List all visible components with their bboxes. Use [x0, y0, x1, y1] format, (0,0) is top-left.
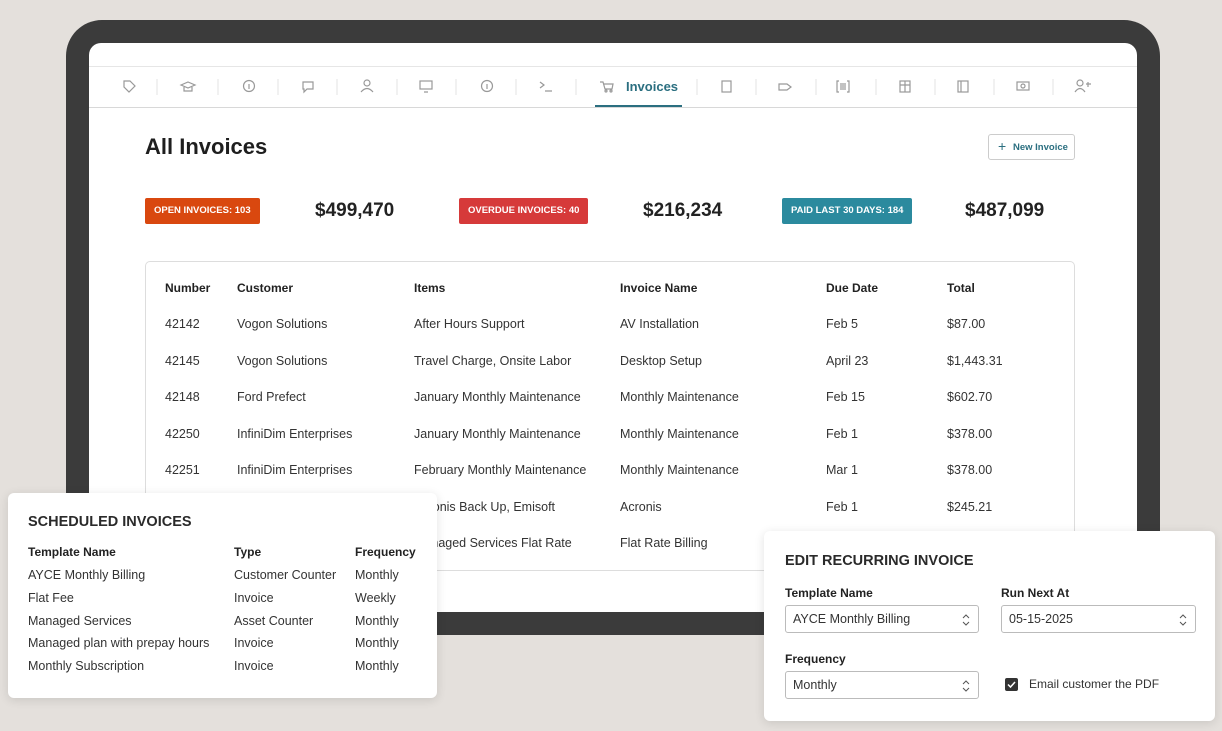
table-cell: Invoice — [234, 636, 274, 651]
chevron — [1179, 614, 1187, 626]
edit-panel: EDIT RECURRING INVOICE Template Name Run… — [764, 531, 1215, 721]
field-label: Frequency — [785, 652, 846, 666]
table-cell: $1,443.31 — [947, 353, 1003, 368]
table-cell: After Hours Support — [414, 317, 525, 331]
table-cell: Managed Services Flat Rate — [414, 536, 572, 550]
column-header: Customer — [237, 281, 294, 295]
table-cell: Customer Counter — [234, 568, 337, 582]
table-cell: Travel Charge, Onsite Labor — [414, 353, 572, 368]
panel-title: EDIT RECURRING INVOICE — [785, 553, 974, 569]
nav-icons — [123, 79, 1091, 107]
chevron — [962, 614, 970, 626]
column-header: Template Name — [28, 545, 116, 559]
table-cell: 42250 — [165, 426, 200, 441]
table-cell: Monthly Maintenance — [620, 463, 739, 477]
table-cell: Vogon Solutions — [237, 317, 328, 331]
table-cell: Feb 15 — [826, 390, 865, 404]
nav-tab-active[interactable]: Invoices — [626, 79, 679, 94]
field-label: Run Next At — [1001, 586, 1070, 600]
checkbox-label[interactable]: Email customer the PDF — [1029, 677, 1160, 691]
nav-bar: Invoices — [89, 66, 1137, 108]
table-cell: Managed plan with prepay hours — [28, 636, 210, 651]
table-cell: Acronis — [620, 499, 662, 514]
table-cell: Feb 5 — [826, 317, 858, 331]
table-cell: Mar 1 — [826, 463, 858, 477]
select-value: Monthly — [793, 678, 837, 692]
checkbox[interactable] — [1005, 678, 1018, 691]
table-cell: January Monthly Maintenance — [414, 390, 581, 404]
column-header: Items — [414, 281, 446, 295]
table-cell: February Monthly Maintenance — [414, 463, 587, 477]
summary-amount: $499,470 — [315, 200, 395, 221]
new-invoice-button[interactable]: + New Invoice — [988, 134, 1075, 160]
table-cell: January Monthly Maintenance — [414, 426, 581, 441]
table-cell: Monthly — [355, 636, 399, 651]
status-badge[interactable]: OPEN INVOICES: 103 — [145, 198, 260, 224]
table-cell: InfiniDim Enterprises — [237, 426, 353, 441]
table-cell: Monthly Subscription — [28, 659, 145, 674]
table-cell: $245.21 — [947, 499, 993, 514]
table-cell: Monthly — [355, 659, 399, 674]
table-cell: InfiniDim Enterprises — [237, 463, 353, 477]
status-badge[interactable]: PAID LAST 30 DAYS: 184 — [782, 198, 913, 224]
table-cell: AYCE Monthly Billing — [28, 568, 146, 582]
summary-amount: $487,099 — [965, 200, 1045, 221]
table-cell: Flat Rate Billing — [620, 536, 708, 550]
table-cell: Ford Prefect — [237, 390, 306, 404]
chevron — [962, 680, 970, 692]
table-cell: Monthly Maintenance — [620, 426, 739, 441]
panel-title: SCHEDULED INVOICES — [28, 514, 192, 530]
table-cell: Flat Fee — [28, 590, 74, 605]
table-cell: Feb 1 — [826, 499, 858, 514]
table-cell: $87.00 — [947, 317, 986, 331]
column-header: Frequency — [355, 545, 416, 559]
table-cell: Monthly — [355, 568, 399, 582]
column-header: Due Date — [826, 281, 879, 295]
table-cell: Invoice — [234, 590, 274, 605]
table-cell: 42148 — [165, 390, 200, 404]
table-cell: Invoice — [234, 659, 274, 674]
summary-amount: $216,234 — [643, 200, 723, 221]
button-label: New Invoice — [1013, 142, 1068, 153]
invoice-table — [145, 261, 1075, 571]
scheduled-panel: SCHEDULED INVOICES Template Name Type Freq… — [8, 493, 437, 698]
table-cell: Weekly — [355, 590, 396, 605]
page-title: All Invoices — [145, 134, 268, 159]
template-select[interactable]: AYCE Monthly Billing — [785, 605, 979, 633]
table-cell: Managed Services — [28, 613, 132, 628]
table-cell: 42145 — [165, 353, 200, 368]
column-header: Type — [234, 545, 262, 559]
table-cell: $378.00 — [947, 463, 993, 477]
column-header: Number — [165, 281, 211, 295]
table-cell: Asset Counter — [234, 613, 314, 628]
plus-icon: + — [998, 138, 1007, 154]
table-cell: Monthly — [355, 613, 399, 628]
table-cell: Vogon Solutions — [237, 353, 328, 368]
table-cell: Desktop Setup — [620, 353, 702, 368]
table-cell: $378.00 — [947, 426, 993, 441]
table-cell: Monthly Maintenance — [620, 390, 739, 404]
table-cell: 42251 — [165, 463, 200, 477]
table-cell: AV Installation — [620, 317, 699, 331]
select-value: AYCE Monthly Billing — [793, 612, 911, 626]
table-cell: 42142 — [165, 317, 200, 331]
field-label: Template Name — [785, 586, 873, 600]
frequency-select[interactable]: Monthly — [785, 671, 979, 699]
table-cell: Acronis Back Up, Emisoft — [414, 499, 556, 514]
status-badge[interactable]: OVERDUE INVOICES: 40 — [459, 198, 589, 224]
run-next-select[interactable]: 05-15-2025 — [1001, 605, 1196, 633]
table-cell: Feb 1 — [826, 426, 858, 441]
column-header: Invoice Name — [620, 281, 698, 295]
select-value: 05-15-2025 — [1009, 612, 1073, 626]
table-cell: $602.70 — [947, 390, 993, 404]
table-cell: April 23 — [826, 353, 869, 368]
column-header: Total — [947, 281, 975, 295]
